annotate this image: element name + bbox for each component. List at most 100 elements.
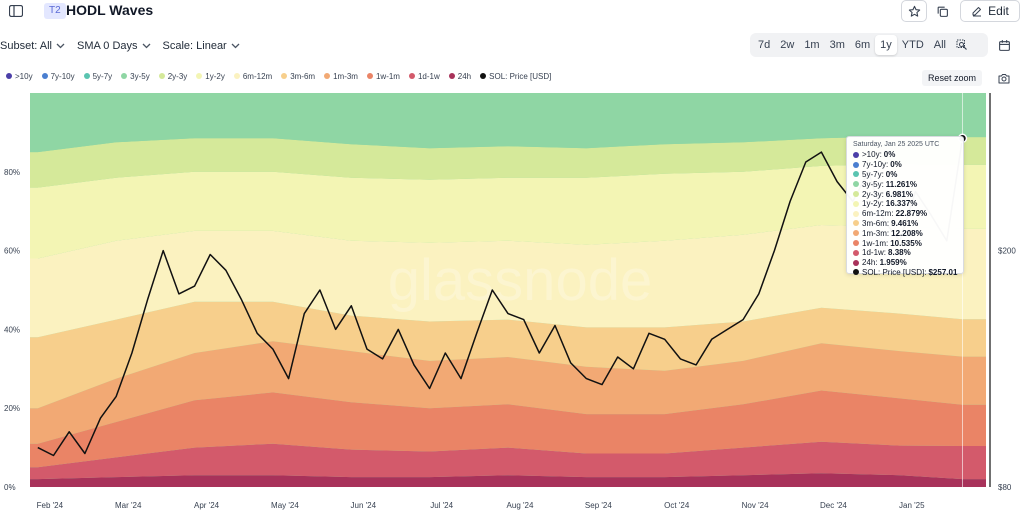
tooltip-color-dot <box>853 171 859 178</box>
legend-label: 6m-12m <box>242 71 273 81</box>
range-1y[interactable]: 1y <box>875 35 897 55</box>
tooltip-date: Saturday, Jan 25 2025 UTC <box>853 141 940 148</box>
legend-label: 1y-2y <box>205 71 225 81</box>
legend-item[interactable]: 3m-6m <box>281 72 315 81</box>
range-7d[interactable]: 7d <box>758 39 771 51</box>
legend-item[interactable]: 7y-10y <box>41 72 75 81</box>
tooltip-row: 1y-2y: 16.337% <box>853 199 957 209</box>
stacked-areas <box>30 93 986 487</box>
star-icon <box>908 5 920 17</box>
chart-legend: >10y 7y-10y 5y-7y 3y-5y 2y-3y 1y-2y 6m-12m 3m-6… <box>6 70 560 82</box>
scale-select[interactable]: Scale: Linear <box>163 40 240 52</box>
legend-item[interactable]: 3y-5y <box>121 72 150 81</box>
range-1m[interactable]: 1m <box>804 39 820 51</box>
tooltip-value: 0% <box>883 150 896 160</box>
legend-item[interactable]: 1m-3m <box>324 72 358 81</box>
page-title: HODL Waves <box>66 2 154 18</box>
range-2w[interactable]: 2w <box>780 39 795 51</box>
tooltip-row: >10y: 0% <box>853 150 957 160</box>
range-all[interactable]: All <box>933 39 947 51</box>
calendar-icon <box>998 39 1010 51</box>
copy-icon <box>937 6 948 17</box>
range-3m[interactable]: 3m <box>829 39 845 51</box>
tooltip-row: 1m-3m: 12.208% <box>853 228 957 238</box>
calendar-button[interactable] <box>992 34 1016 56</box>
price-line <box>37 138 964 457</box>
tooltip-label: 5y-7y: <box>862 169 884 179</box>
legend-label: 24h <box>457 71 472 81</box>
tier-badge: T2 <box>44 3 66 19</box>
area-1m-3m <box>30 341 986 444</box>
screenshot-button[interactable] <box>997 71 1011 85</box>
tooltip-label: 1y-2y: <box>862 199 884 209</box>
sidebar-toggle-icon[interactable] <box>6 2 26 20</box>
x-tick-label: Jul '24 <box>430 501 453 510</box>
legend-color-dot <box>83 73 90 79</box>
x-tick-label: Jun '24 <box>351 501 377 510</box>
top-bar: T2 HODL Waves Edit <box>0 0 1024 24</box>
legend-item[interactable]: SOL: Price [USD] <box>480 72 551 81</box>
pencil-icon <box>972 7 982 17</box>
y-tick-label: 80% <box>4 168 20 177</box>
x-tick-label: Feb '24 <box>37 501 64 510</box>
legend-label: 3m-6m <box>290 71 316 81</box>
area-3y-5y <box>30 93 986 153</box>
tooltip-row: 2y-3y: 6.981% <box>853 189 957 199</box>
tooltip-color-dot <box>853 200 859 207</box>
zoom-select-button[interactable] <box>951 35 973 55</box>
tooltip-color-dot <box>853 210 859 217</box>
x-tick-label: Sep '24 <box>585 501 612 510</box>
y-tick-label: 0% <box>4 483 16 492</box>
legend-color-dot <box>196 73 203 79</box>
tooltip-color-dot <box>853 161 859 168</box>
tooltip-row: 5y-7y: 0% <box>853 170 957 180</box>
legend-item[interactable]: 5y-7y <box>83 72 112 81</box>
legend-color-dot <box>158 73 165 79</box>
legend-item[interactable]: 24h <box>448 71 472 81</box>
edit-button[interactable]: Edit <box>960 0 1020 22</box>
legend-item[interactable]: 1d-1w <box>408 72 440 81</box>
legend-item[interactable]: 6m-12m <box>233 71 273 81</box>
area-2y-3y <box>30 136 986 188</box>
subset-select-label: Subset: All <box>0 40 52 52</box>
legend-item[interactable]: 1w-1m <box>366 71 400 81</box>
copy-button[interactable] <box>930 0 954 22</box>
chevron-down-icon <box>142 43 150 49</box>
legend-label: >10y <box>15 71 33 81</box>
tooltip-label: 1w-1m: <box>862 238 889 248</box>
legend-color-dot <box>6 73 12 79</box>
sma-select-label: SMA 0 Days <box>76 40 138 52</box>
tooltip-color-dot <box>853 230 859 237</box>
x-tick-label: Mar '24 <box>115 501 142 510</box>
tooltip-color-dot <box>853 220 859 227</box>
area-1d-1w <box>30 441 986 480</box>
tooltip-label: >10y: <box>862 150 882 160</box>
range-6m[interactable]: 6m <box>854 39 871 51</box>
legend-color-dot <box>233 73 240 79</box>
x-tick-label: Aug '24 <box>507 501 534 510</box>
tooltip-row: 3y-5y: 11.261% <box>853 179 957 189</box>
tooltip-row: 24h: 1.959% <box>853 258 957 268</box>
tooltip-value: 11.261% <box>885 179 917 189</box>
legend-color-dot <box>324 73 331 79</box>
legend-item[interactable]: 2y-3y <box>158 72 187 81</box>
legend-item[interactable]: 1y-2y <box>196 72 225 81</box>
x-tick-label: Nov '24 <box>742 501 769 510</box>
sma-select[interactable]: SMA 0 Days <box>77 40 151 52</box>
legend-label: 1m-3m <box>333 71 358 81</box>
legend-label: 1w-1m <box>375 71 400 81</box>
tooltip-row: 1w-1m: 10.535% <box>853 238 957 248</box>
reset-zoom-button[interactable]: Reset zoom <box>922 70 983 86</box>
subset-select[interactable]: Subset: All <box>0 40 65 52</box>
x-tick-label: May '24 <box>271 501 299 510</box>
tooltip-label: 3m-6m: <box>862 218 890 228</box>
legend-item[interactable]: >10y <box>6 72 33 81</box>
time-range-selector: 7d 2w 1m 3m 6m 1y YTD All <box>750 33 988 57</box>
y-tick-label: 20% <box>4 404 20 413</box>
star-button[interactable] <box>901 0 927 22</box>
tooltip-value: 22.879% <box>895 209 928 219</box>
range-ytd[interactable]: YTD <box>901 39 924 51</box>
tooltip-label: 1d-1w: <box>862 248 887 258</box>
legend-label: SOL: Price [USD] <box>489 71 552 81</box>
tooltip-value: 6.981% <box>885 189 913 199</box>
